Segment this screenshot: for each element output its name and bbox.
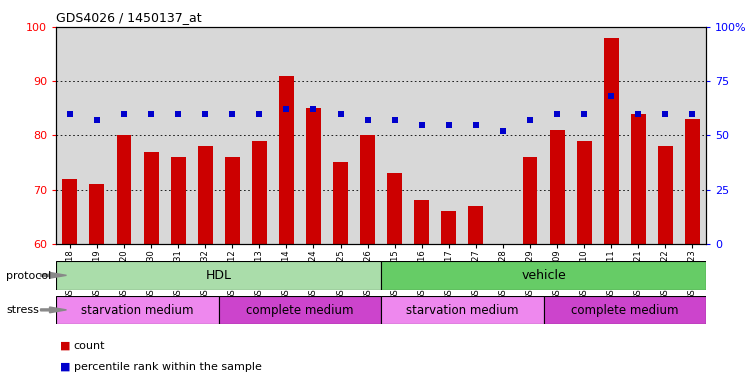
Bar bbox=[89, 184, 104, 244]
Bar bbox=[62, 179, 77, 244]
Text: ■: ■ bbox=[60, 341, 71, 351]
Text: starvation medium: starvation medium bbox=[406, 304, 519, 316]
Bar bbox=[333, 162, 348, 244]
Point bbox=[253, 111, 265, 117]
Point bbox=[497, 128, 509, 134]
Bar bbox=[577, 141, 592, 244]
Point bbox=[91, 117, 103, 123]
Point bbox=[307, 106, 319, 113]
Text: percentile rank within the sample: percentile rank within the sample bbox=[74, 362, 261, 372]
Point bbox=[118, 111, 130, 117]
Bar bbox=[170, 157, 185, 244]
Bar bbox=[388, 173, 402, 244]
Text: ■: ■ bbox=[60, 362, 71, 372]
Bar bbox=[658, 146, 673, 244]
Point bbox=[199, 111, 211, 117]
Text: protocol: protocol bbox=[6, 271, 51, 281]
Bar bbox=[631, 114, 646, 244]
Point bbox=[416, 121, 428, 127]
Bar bbox=[252, 141, 267, 244]
Bar bbox=[219, 296, 381, 324]
Text: GDS4026 / 1450137_at: GDS4026 / 1450137_at bbox=[56, 11, 202, 24]
Bar bbox=[442, 211, 457, 244]
Point bbox=[334, 111, 346, 117]
Bar bbox=[523, 157, 538, 244]
Bar bbox=[381, 296, 544, 324]
Bar bbox=[306, 108, 321, 244]
Bar bbox=[550, 130, 565, 244]
Bar bbox=[143, 152, 158, 244]
Text: count: count bbox=[74, 341, 105, 351]
Text: vehicle: vehicle bbox=[521, 269, 566, 282]
Bar bbox=[360, 136, 375, 244]
Bar bbox=[56, 296, 219, 324]
Bar bbox=[225, 157, 240, 244]
Text: starvation medium: starvation medium bbox=[81, 304, 194, 316]
Point bbox=[605, 93, 617, 99]
Point bbox=[524, 117, 536, 123]
Point bbox=[145, 111, 157, 117]
Text: HDL: HDL bbox=[206, 269, 232, 282]
Bar bbox=[469, 206, 484, 244]
Point bbox=[578, 111, 590, 117]
Point bbox=[632, 111, 644, 117]
Bar bbox=[544, 296, 706, 324]
Bar bbox=[279, 76, 294, 244]
Bar bbox=[685, 119, 700, 244]
Point bbox=[226, 111, 238, 117]
Text: stress: stress bbox=[6, 305, 39, 315]
Bar bbox=[381, 261, 706, 290]
Point bbox=[64, 111, 76, 117]
Point bbox=[686, 111, 698, 117]
Text: complete medium: complete medium bbox=[571, 304, 678, 316]
Point bbox=[443, 121, 455, 127]
Text: complete medium: complete medium bbox=[246, 304, 354, 316]
Point bbox=[361, 117, 373, 123]
Point bbox=[280, 106, 292, 113]
Point bbox=[389, 117, 401, 123]
Point bbox=[172, 111, 184, 117]
Bar bbox=[415, 200, 429, 244]
Bar bbox=[56, 261, 381, 290]
Bar bbox=[604, 38, 619, 244]
Bar bbox=[116, 136, 131, 244]
Point bbox=[551, 111, 563, 117]
Bar bbox=[198, 146, 213, 244]
Point bbox=[659, 111, 671, 117]
Point bbox=[470, 121, 482, 127]
